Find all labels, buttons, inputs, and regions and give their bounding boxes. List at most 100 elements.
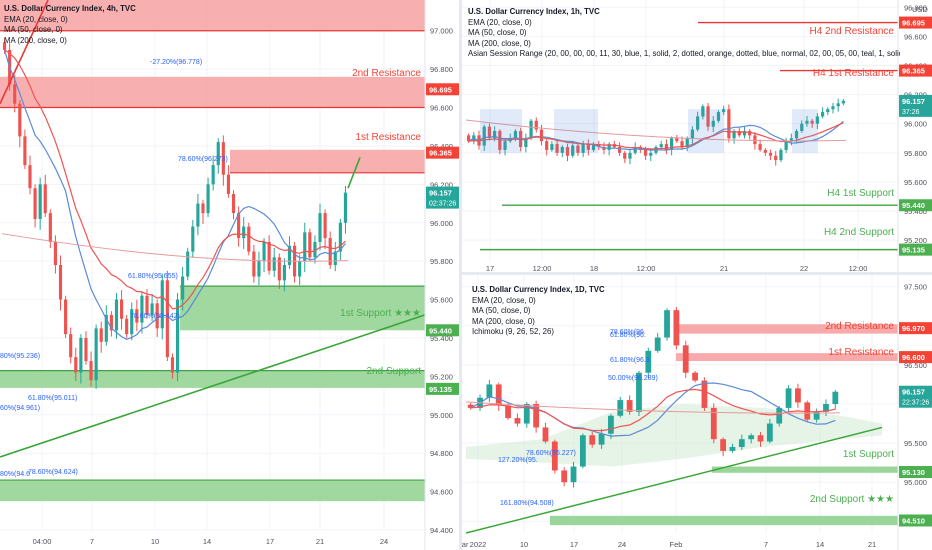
candle-body: [784, 141, 788, 150]
candle-body: [287, 245, 292, 265]
chart-panel-1h[interactable]: H4 2nd Resistance H4 1st Resistance H4 1st…: [462, 0, 932, 272]
trendline: [465, 426, 883, 534]
price-axis-bg: [898, 0, 932, 272]
price-label-text: 96.970: [902, 324, 925, 333]
price-label-box: [899, 16, 932, 29]
price-label-box: [899, 199, 932, 212]
panel-divider-horizontal: [462, 272, 932, 275]
x-tick-label: 7: [90, 537, 94, 546]
candle-body: [836, 103, 840, 107]
asian-session-box: [554, 109, 598, 153]
candle-body: [18, 103, 22, 137]
candle-body: [591, 144, 596, 150]
annotation-label: 2nd Support ★★★: [810, 494, 894, 505]
candle-body: [513, 131, 518, 139]
candle-body: [328, 238, 332, 265]
candle-body: [659, 144, 663, 148]
legend-1h-ema: EMA (20, close, 0): [468, 17, 532, 27]
candle-body: [64, 299, 68, 335]
candle-body: [785, 388, 792, 408]
candle-body: [758, 144, 762, 150]
candle-body: [645, 350, 652, 373]
candle-body: [779, 149, 783, 161]
candle-body: [673, 310, 680, 346]
candle-body: [43, 184, 47, 214]
y-tick-label: 96.800: [430, 65, 453, 74]
candle-body: [832, 391, 839, 404]
x-tick-label: 17: [266, 537, 274, 546]
candle-body: [262, 241, 266, 262]
legend-1h-title: U.S. Dollar Currency Index, 1h, TVC: [468, 7, 600, 16]
candle-body: [53, 241, 58, 265]
candle-body: [99, 328, 103, 342]
y-tick-label: 97.000: [430, 27, 453, 36]
candle-body: [130, 309, 134, 335]
y-tick-label: 96.200: [430, 180, 453, 189]
x-tick-label: 24: [380, 537, 388, 546]
legend-1d-title: U.S. Dollar Currency Index, 1D, TVC: [472, 285, 605, 294]
candle-body: [514, 418, 521, 424]
candle-body: [800, 123, 804, 131]
candle-body: [533, 404, 540, 428]
chart-4h-svg[interactable]: -27.20%(96.778) 78.60%(96.273) 61.80%(95.6…: [0, 0, 459, 550]
candle-body: [576, 145, 580, 153]
fib-label: 61.80%(96.: [610, 332, 646, 339]
candle-body: [757, 435, 764, 442]
candle-body: [664, 144, 669, 150]
candle-body: [503, 141, 507, 150]
candle-body: [487, 126, 492, 139]
zone-sup: [712, 466, 898, 473]
candle-body: [654, 337, 661, 351]
fib-label: 60%(94.961): [0, 405, 40, 412]
candle-body: [586, 144, 590, 150]
fib-label: -27.20%(96.778): [150, 59, 202, 66]
candle-body: [570, 466, 577, 483]
candle-body: [505, 405, 511, 419]
currency-label: USD: [912, 5, 928, 14]
candle-body: [313, 241, 317, 258]
fib-label: 78.60%(96.273): [178, 156, 228, 163]
candle-body: [104, 314, 108, 342]
candle-body: [231, 193, 236, 214]
ma50-line: [3, 49, 346, 340]
annotation-label: 1st Support: [843, 449, 894, 460]
chart-1h-svg[interactable]: H4 2nd Resistance H4 1st Resistance H4 1st…: [462, 0, 932, 272]
price-label-box: [899, 466, 932, 479]
candle-body: [160, 280, 164, 329]
candle-body: [534, 120, 538, 130]
candle-body: [638, 147, 642, 150]
zone-res: [230, 149, 425, 173]
candle-body: [486, 384, 493, 398]
candle-body: [774, 155, 778, 161]
candle-body: [680, 141, 684, 148]
x-tick-label: 18: [590, 264, 598, 272]
legend-4h-ema: EMA (20, close, 0): [4, 14, 68, 24]
legend-1d-ema: EMA (20, close, 0): [472, 295, 536, 305]
candle-body: [523, 404, 530, 424]
candle-body: [810, 120, 814, 124]
chart-1d-svg[interactable]: 78.60%(96.61.80%(96. 61.80%(96.3 50.00%(96…: [462, 275, 932, 550]
candle-body: [237, 213, 241, 239]
annotation-label: H4 1st Resistance: [813, 68, 895, 79]
price-label-text: 94.510: [902, 516, 925, 525]
candle-body: [748, 131, 752, 136]
projection-arrow: [347, 157, 361, 189]
price-label-text: 96.365: [902, 67, 925, 76]
chart-panel-1d[interactable]: 78.60%(96. 61.80%(96. 61.80%(96.3 50.00%(96…: [462, 275, 932, 550]
candle-body: [753, 135, 757, 145]
candle-body: [48, 213, 52, 242]
annotation-label: H4 1st Support: [827, 188, 894, 199]
legend-1d-ma200: MA (200, close, 0): [472, 316, 535, 326]
y-tick-label: 95.800: [430, 257, 453, 266]
candle-body: [545, 141, 549, 150]
asian-session-box: [792, 109, 818, 153]
candle-body: [597, 144, 601, 148]
candle-body: [742, 131, 747, 136]
chart-panel-4h[interactable]: -27.20%(96.778) 78.60%(96.273) 61.80%(95.6…: [0, 0, 459, 550]
candle-body: [636, 372, 642, 412]
price-label-box: [426, 382, 459, 395]
ma200-line: [465, 401, 841, 414]
candle-body: [841, 100, 846, 104]
candle-body: [333, 251, 337, 265]
candle-body: [524, 138, 528, 148]
